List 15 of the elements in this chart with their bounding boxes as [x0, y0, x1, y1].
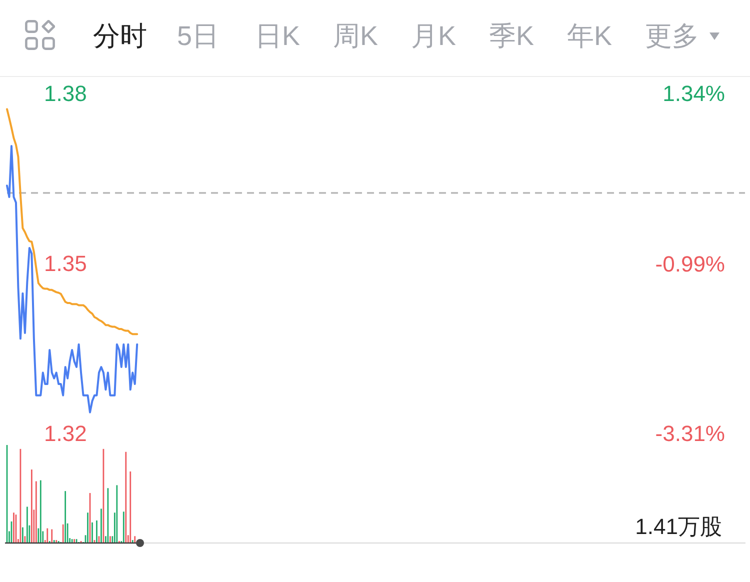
text: 日K — [255, 20, 300, 53]
text: 年K — [567, 20, 612, 53]
text: 周K — [333, 20, 378, 53]
text: 5日 — [177, 20, 220, 53]
text: 季K — [489, 20, 534, 53]
y-tick-label: 1.38 — [44, 81, 87, 106]
y2-tick-label: 1.34% — [662, 81, 725, 106]
text: 分时 — [93, 20, 147, 53]
annotation: 1.41万股 — [635, 514, 722, 540]
text: 更多 — [645, 20, 699, 53]
y2-tick-label: -3.31% — [655, 421, 725, 446]
text: 月K — [411, 20, 456, 53]
y-tick-label: 1.35 — [44, 251, 87, 276]
y2-tick-label: -0.99% — [655, 251, 725, 276]
y-tick-label: 1.32 — [44, 421, 87, 446]
